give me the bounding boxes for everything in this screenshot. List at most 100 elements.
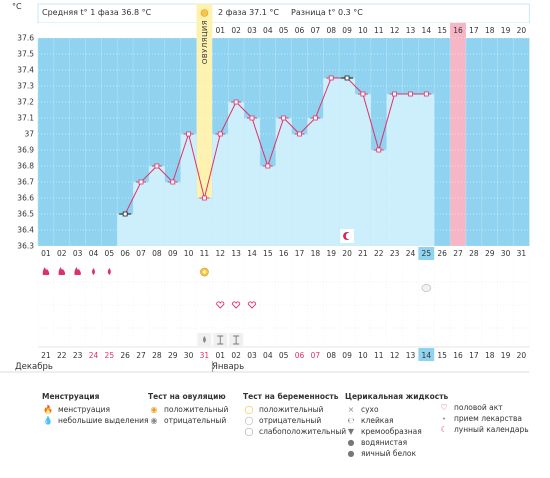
- cycle-day-label: 15: [263, 249, 273, 258]
- cycle-day-label: 17: [295, 249, 305, 258]
- temp-bar: [133, 182, 149, 246]
- date-label: 18: [485, 351, 495, 360]
- top-day-label: 05: [279, 26, 289, 35]
- ytick-label: 36.7: [17, 178, 34, 187]
- ytick-label: 37.2: [17, 98, 34, 107]
- cycle-day-label: 03: [73, 249, 83, 258]
- legend-other: ♡ половой акт ⋆ прием лекарства ☾ лунный ка…: [438, 402, 529, 435]
- phase2-summary: 2 фаза 37.1 °C: [218, 8, 279, 17]
- ytick-label: 37.6: [17, 34, 34, 43]
- unit-label: °C: [12, 2, 22, 11]
- ytick-label: 37: [24, 130, 34, 139]
- temp-point: [202, 195, 207, 201]
- ytick-label: 37.1: [17, 114, 34, 123]
- date-label: 27: [136, 351, 146, 360]
- ytick-label: 37.5: [17, 50, 34, 59]
- date-label: 19: [501, 351, 511, 360]
- temp-bar: [418, 94, 435, 246]
- pregnancy-test-icon: [421, 284, 432, 292]
- legend-cervical-watery: водянистая: [361, 438, 408, 447]
- cycle-day-label: 05: [105, 249, 115, 258]
- top-day-label: 04: [263, 26, 273, 35]
- top-day-label: 06: [295, 26, 305, 35]
- cycle-day-label: 28: [469, 249, 479, 258]
- phase1-summary: Средняя t° 1 фаза 36.8 °C: [42, 8, 151, 17]
- top-day-label: 09: [342, 26, 352, 35]
- legend-ovulation-test-title: Тест на овуляцию: [148, 392, 226, 401]
- date-label: 06: [295, 351, 305, 360]
- cycle-day-label: 01: [41, 249, 51, 258]
- ovulation-test-negative-icon: ◉: [150, 416, 158, 425]
- top-day-label: 01: [216, 26, 226, 35]
- temp-point: [122, 211, 128, 217]
- diff-label: Разница t°: [291, 8, 336, 17]
- ovulation-test-icon-center: [202, 270, 207, 274]
- cycle-day-label: 24: [406, 249, 416, 258]
- cycle-day-label: 20: [342, 249, 352, 258]
- phase1-value: 36.8 °C: [121, 8, 152, 17]
- cycle-day-label: 31: [517, 249, 527, 258]
- temp-point: [281, 115, 287, 121]
- date-label: 08: [326, 351, 336, 360]
- temp-point: [297, 131, 302, 137]
- date-label: 07: [311, 351, 321, 360]
- cycle-day-label: 02: [57, 249, 67, 258]
- temp-bar: [212, 134, 229, 246]
- top-day-label: 17: [469, 26, 479, 35]
- menstruation-icon: [42, 267, 50, 275]
- chart-symbols: [42, 9, 432, 346]
- phase2-value: 37.1 °C: [249, 8, 280, 17]
- temp-bar: [355, 94, 371, 246]
- cycle-day-label: 06: [120, 249, 130, 258]
- date-label: 29: [168, 351, 178, 360]
- phase1-label: Средняя t° 1 фаза: [42, 8, 119, 17]
- cycle-day-label: 08: [152, 249, 162, 258]
- cycle-day-label: 27: [453, 249, 463, 258]
- date-label: 02: [231, 351, 241, 360]
- cycle-day-label: 25: [422, 249, 432, 258]
- legend-menstruation: Менструация 🔥 менструация 💧 небольшие выде…: [42, 391, 149, 426]
- temp-point: [265, 163, 271, 169]
- cycle-day-label: 07: [136, 249, 146, 258]
- cycle-day-label: 16: [279, 249, 289, 258]
- cycle-day-label: 04: [89, 249, 99, 258]
- ytick-label: 36.9: [17, 146, 34, 155]
- top-day-label: 14: [422, 26, 432, 35]
- legend-cervical-sticky: клейкая: [361, 416, 394, 425]
- cycle-day-label: 18: [311, 249, 321, 258]
- light-discharge-icon: [91, 268, 95, 275]
- top-day-label: 11: [374, 26, 384, 35]
- legend-cervical-title: Церикальная жидкость: [345, 392, 449, 401]
- chart-labels: 36.3 36.4 36.5 36.6 36.7 36.8 36.9 37 37.1 37.2 37…: [17, 20, 526, 360]
- sticky-icon: [233, 335, 240, 345]
- legend-ovt-positive: положительный: [164, 405, 229, 414]
- date-label: 25: [105, 351, 115, 360]
- temp-point: [328, 75, 334, 81]
- today-date-cell: [418, 348, 435, 361]
- cycle-day-label: 14: [247, 249, 257, 258]
- diff-value: 0.3 °C: [337, 8, 363, 17]
- legend-pt-negative: отрицательный: [259, 416, 322, 425]
- temp-point: [217, 131, 223, 137]
- date-label: 03: [247, 351, 257, 360]
- cycle-day-label: 30: [501, 249, 511, 258]
- light-discharge-icon: [107, 268, 111, 275]
- pregnancy-test-weak-icon: ◯: [244, 427, 254, 436]
- cycle-day-label: 22: [374, 249, 384, 258]
- temp-line: [124, 77, 427, 215]
- date-label: 20: [517, 351, 527, 360]
- moon-icon: ☾: [440, 425, 448, 434]
- symbol-rows: [38, 260, 530, 347]
- ovulation-label: ОВУЛЯЦИЯ: [201, 20, 209, 64]
- temp-point: [392, 91, 398, 97]
- top-day-label: 03: [247, 26, 257, 35]
- legend-menstruation-title: Менструация: [42, 392, 100, 401]
- temp-bar: [228, 102, 245, 246]
- legend-cervical-eggwhite: яичный белок: [361, 449, 417, 458]
- legend-lunar: лунный календарь: [454, 425, 529, 434]
- date-label: 21: [41, 351, 51, 360]
- temp-point: [312, 115, 318, 121]
- ytick-label: 36.3: [17, 242, 34, 251]
- top-day-label: 13: [406, 26, 416, 35]
- sticky-icon: ℮: [347, 416, 355, 425]
